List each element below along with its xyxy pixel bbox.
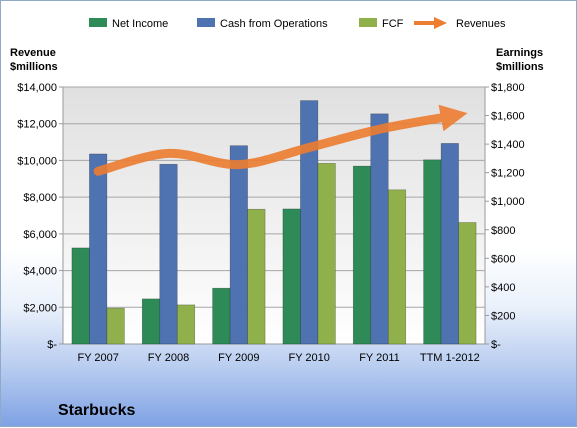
bar-cash-from-operations xyxy=(300,101,318,344)
left-axis-ticks: $- $2,000 $4,000 $6,000 $8,000 $10,000 $12,000… xyxy=(17,82,63,351)
bar-fcf xyxy=(318,163,336,344)
left-tick-label: $10,000 xyxy=(17,155,57,167)
left-tick-label: $6,000 xyxy=(23,229,57,241)
legend-arrow-icon xyxy=(434,17,447,29)
right-axis-ticks: $- $200 $400 $600 $800 $1,000 $1,200 $1,400 $1,6… xyxy=(485,82,525,351)
legend-label-fcf: FCF xyxy=(382,18,404,30)
x-tick-label: FY 2007 xyxy=(77,352,118,364)
left-tick-label: $12,000 xyxy=(17,119,57,131)
bar-fcf xyxy=(459,222,477,344)
left-tick-label: $- xyxy=(47,339,57,351)
legend-swatch-cash-from-operations xyxy=(197,18,215,27)
bar-net-income xyxy=(142,299,160,344)
right-tick-label: $400 xyxy=(491,282,515,294)
x-axis-ticks: FY 2007 FY 2008 FY 2009 FY 2010 FY 2011 TTM 1… xyxy=(77,352,479,364)
right-tick-label: $1,400 xyxy=(491,139,525,151)
legend-swatch-net-income xyxy=(89,18,107,27)
x-tick-label: FY 2010 xyxy=(288,352,329,364)
right-axis-title-line2: $millions xyxy=(496,61,544,73)
left-axis-title-line1: Revenue xyxy=(10,47,56,59)
bar-net-income xyxy=(424,160,442,344)
left-axis-title-line2: $millions xyxy=(10,61,58,73)
legend-label-revenues: Revenues xyxy=(456,18,506,30)
left-tick-label: $4,000 xyxy=(23,266,57,278)
right-tick-label: $200 xyxy=(491,310,515,322)
right-axis-title-line1: Earnings xyxy=(496,47,543,59)
bar-net-income xyxy=(213,288,231,344)
x-tick-label: FY 2011 xyxy=(359,352,400,364)
bar-fcf xyxy=(248,209,265,344)
company-title: Starbucks xyxy=(58,402,135,419)
left-tick-label: $8,000 xyxy=(23,192,57,204)
right-tick-label: $1,800 xyxy=(491,82,525,94)
left-tick-label: $2,000 xyxy=(23,302,57,314)
legend-label-net-income: Net Income xyxy=(112,18,168,30)
bar-fcf xyxy=(177,305,195,344)
bar-cash-from-operations xyxy=(230,146,248,344)
x-tick-label: FY 2008 xyxy=(148,352,189,364)
legend-swatch-fcf xyxy=(359,18,377,27)
right-tick-label: $1,200 xyxy=(491,168,525,180)
x-tick-label: FY 2009 xyxy=(218,352,259,364)
bar-net-income xyxy=(72,248,90,344)
bar-net-income xyxy=(353,166,371,344)
left-tick-label: $14,000 xyxy=(17,82,57,94)
right-tick-label: $600 xyxy=(491,253,515,265)
legend: Net Income Cash from Operations FCF Reve… xyxy=(89,17,506,30)
bar-cash-from-operations xyxy=(160,164,178,344)
right-tick-label: $- xyxy=(491,339,501,351)
right-tick-label: $1,000 xyxy=(491,196,525,208)
right-tick-label: $1,600 xyxy=(491,111,525,123)
x-tick-label: TTM 1-2012 xyxy=(420,352,480,364)
bar-fcf xyxy=(388,190,406,344)
bar-net-income xyxy=(283,209,301,344)
bar-cash-from-operations xyxy=(371,114,389,344)
bar-cash-from-operations xyxy=(441,143,459,344)
right-tick-label: $800 xyxy=(491,225,515,237)
bar-cash-from-operations xyxy=(89,154,107,344)
legend-label-cash-from-operations: Cash from Operations xyxy=(220,18,328,30)
bar-fcf xyxy=(107,308,125,344)
